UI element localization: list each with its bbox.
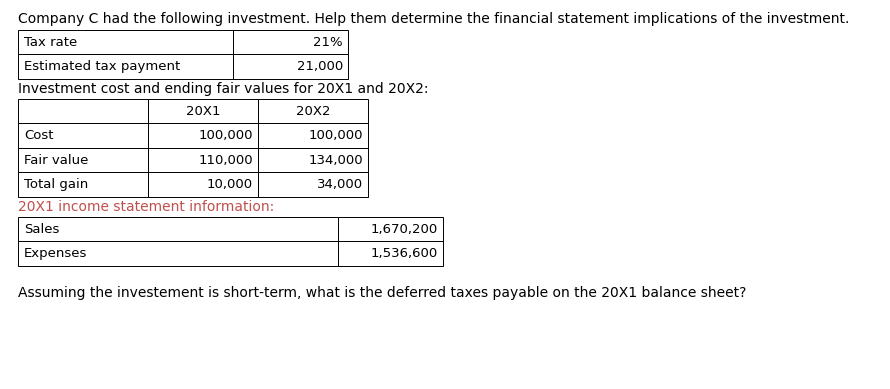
Text: 21,000: 21,000 <box>296 60 343 73</box>
Text: Investment cost and ending fair values for 20X1 and 20X2:: Investment cost and ending fair values f… <box>18 82 428 96</box>
Bar <box>18 123 148 148</box>
Bar <box>338 217 443 242</box>
Text: 20X1 income statement information:: 20X1 income statement information: <box>18 200 274 214</box>
Bar <box>258 148 368 172</box>
Bar <box>148 172 258 197</box>
Text: Tax rate: Tax rate <box>24 36 77 49</box>
Text: Expenses: Expenses <box>24 247 87 260</box>
Bar <box>18 54 233 79</box>
Bar <box>148 99 258 123</box>
Text: Fair value: Fair value <box>24 154 88 167</box>
Bar <box>338 242 443 266</box>
Bar <box>18 217 338 242</box>
Text: Estimated tax payment: Estimated tax payment <box>24 60 181 73</box>
Text: 100,000: 100,000 <box>309 129 363 142</box>
Text: Total gain: Total gain <box>24 178 88 191</box>
Text: Sales: Sales <box>24 223 60 236</box>
Text: 34,000: 34,000 <box>317 178 363 191</box>
Text: 1,670,200: 1,670,200 <box>371 223 438 236</box>
Bar <box>258 172 368 197</box>
Bar <box>18 30 233 54</box>
Text: 21%: 21% <box>313 36 343 49</box>
Text: 20X2: 20X2 <box>295 105 330 118</box>
Bar <box>148 148 258 172</box>
Bar <box>18 242 338 266</box>
Bar <box>233 54 348 79</box>
Text: 100,000: 100,000 <box>198 129 253 142</box>
Text: Assuming the investement is short-term, what is the deferred taxes payable on th: Assuming the investement is short-term, … <box>18 286 747 300</box>
Bar <box>148 123 258 148</box>
Text: Cost: Cost <box>24 129 53 142</box>
Text: Company C had the following investment. Help them determine the financial statem: Company C had the following investment. … <box>18 12 849 26</box>
Bar <box>258 99 368 123</box>
Text: 10,000: 10,000 <box>206 178 253 191</box>
Bar <box>18 172 148 197</box>
Text: 110,000: 110,000 <box>198 154 253 167</box>
Text: 20X1: 20X1 <box>186 105 220 118</box>
Bar <box>18 99 148 123</box>
Bar <box>18 148 148 172</box>
Text: 134,000: 134,000 <box>308 154 363 167</box>
Text: 1,536,600: 1,536,600 <box>371 247 438 260</box>
Bar <box>233 30 348 54</box>
Bar <box>258 123 368 148</box>
